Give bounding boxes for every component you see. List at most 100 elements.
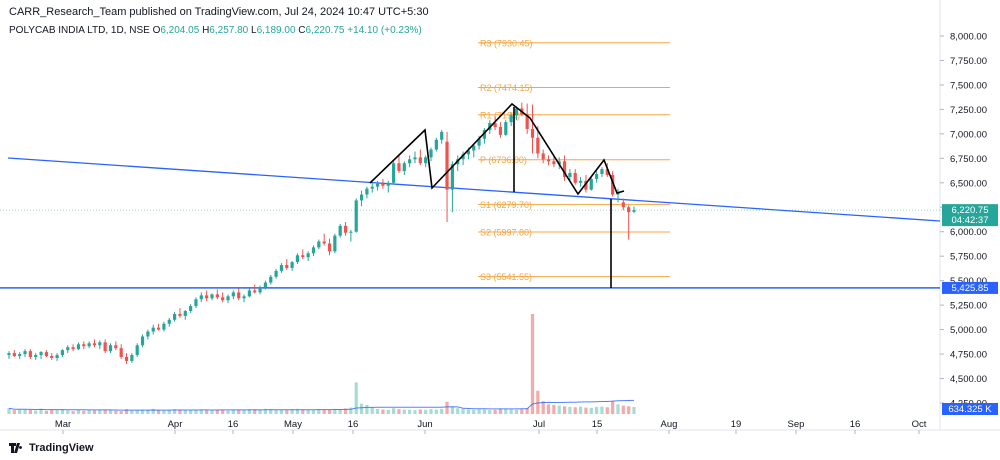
volume-bar [429,409,433,414]
price-tick-label: 5,250.00 [950,301,987,312]
volume-bar [509,409,513,414]
volume-bar [349,407,353,414]
volume-bar [146,409,150,414]
volume-bar [375,408,380,414]
volume-tag-bg [942,403,998,415]
candle-body [354,200,358,232]
volume-bar [472,409,476,414]
candle-body [279,265,284,271]
close-label: C [298,25,306,36]
volume-bar [103,409,107,414]
volume-bar [616,404,620,414]
candle-body [472,145,476,151]
volume-bar [333,408,337,414]
candle-body [418,157,422,164]
volume-bar [71,411,75,414]
price-tick-label: 7,750.00 [950,56,987,67]
candle-body [440,131,444,140]
volume-bar [28,409,32,414]
candle-body [119,348,123,358]
volume-bar [7,408,11,414]
candle-body [183,311,187,316]
candle-body [114,345,118,349]
candle-body [509,115,513,123]
candle-body [498,127,503,135]
time-tick-label: Apr [168,419,183,430]
candle-body [424,157,428,164]
candle-body [7,353,11,356]
volume-bar [322,409,326,414]
candle-body [386,182,390,186]
candle-body [82,344,86,347]
volume-bar [226,410,230,414]
volume-bar [536,390,540,414]
candle-body [66,347,70,351]
candle-body [552,161,556,165]
candle-body [461,154,465,160]
pivot-label-s1: S1 (6279.70) [480,200,532,210]
low-label: L [251,25,257,36]
candle-body [194,299,198,307]
candle-body [562,161,567,177]
candle-body [359,194,364,201]
candle-body [557,161,561,165]
candle-body [18,354,22,357]
volume-bar [584,407,588,414]
time-tick-label: May [284,419,302,430]
volume-bar [450,406,454,414]
candle-body [311,247,316,254]
volume-bar [627,406,631,414]
candle-body [605,169,609,175]
candle-body [536,137,540,154]
candle-body [146,331,150,337]
volume-bar [253,409,257,414]
candle-body [450,164,454,190]
volume-bar [119,411,123,414]
candle-body [87,343,91,347]
candle-body [392,163,396,183]
candle-body [108,345,113,352]
candle-body [333,235,337,252]
time-tick-label: 19 [731,419,742,430]
volume-bar [595,406,599,414]
volume-bar [247,409,251,414]
volume-bar [205,410,209,414]
volume-bar [445,401,449,414]
volume-bar [418,409,422,414]
candle-body [632,210,636,212]
volume-bar [493,409,497,414]
volume-bar [34,410,38,414]
candle-body [76,344,81,350]
tradingview-logo-icon [9,443,23,453]
volume-bar [354,382,358,414]
volume-bar [12,410,16,414]
volume-bar [178,409,182,414]
volume-bar [263,408,268,414]
publisher-credit: CARR_Research_Team published on TradingV… [9,6,429,18]
pivot-label-r1: R1 (7195) [480,110,520,120]
time-tick-label: Jun [417,419,432,430]
volume-bar [221,410,225,414]
candle-body [140,336,145,346]
candle-body [578,180,583,183]
volume-bar [392,408,396,414]
volume-bar [274,409,278,414]
candle-body [402,163,406,172]
price-tick-label: 5,750.00 [950,252,987,263]
candle-body [285,265,289,268]
volume-bar [92,410,97,414]
volume-bar [151,408,155,414]
tradingview-brand: TradingView [29,442,94,454]
candle-body [429,149,433,158]
candle-body [274,270,278,277]
volume-bar [189,410,193,414]
volume-bar [488,410,492,414]
volume-bar [370,407,374,414]
volume-bar [183,410,187,414]
volume-bar [562,406,567,414]
volume-bar [124,409,129,414]
candle-body [50,356,54,358]
candle-body [381,183,385,186]
volume-bar [605,407,609,414]
